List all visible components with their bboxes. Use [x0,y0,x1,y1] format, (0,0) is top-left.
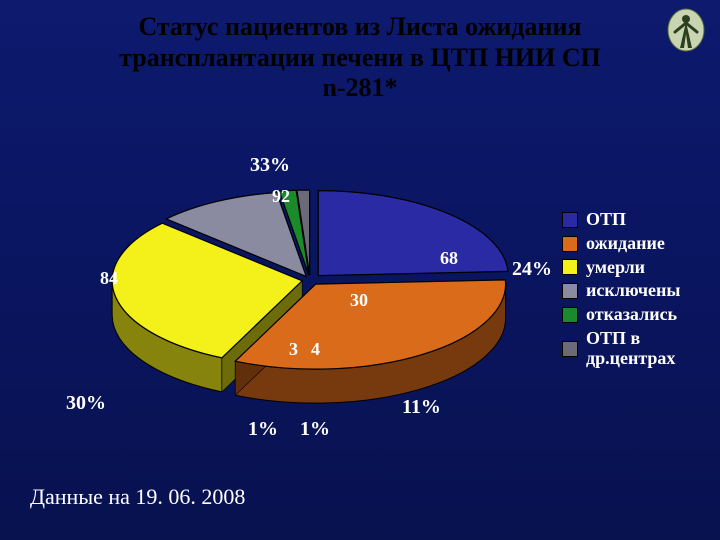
legend-swatch-otp [562,212,578,228]
legend-item-excluded: исключены [562,281,712,301]
legend-swatch-otp_other [562,341,578,357]
legend-label-died: умерли [586,258,645,278]
title-line-2: трансплантации печени в ЦТП НИИ СП [119,43,601,72]
slide: Статус пациентов из Листа ожидания транс… [0,0,720,540]
pie-top [112,190,508,369]
logo-emblem [666,8,706,52]
legend-swatch-died [562,259,578,275]
pie-slice-otp [318,191,508,276]
legend-label-excluded: исключены [586,281,680,301]
legend-swatch-waiting [562,236,578,252]
pie-chart: 6824%9233%8430%3011%41%31% [40,150,540,450]
footnote: Данные на 19. 06. 2008 [30,484,245,510]
title-line-1: Статус пациентов из Листа ожидания [138,12,581,41]
legend-item-refused: отказались [562,305,712,325]
legend-label-waiting: ожидание [586,234,665,254]
legend-swatch-excluded [562,283,578,299]
legend: ОТП ожидание умерли исключены отказались ОТП … [562,210,712,373]
legend-label-otp: ОТП [586,210,626,230]
legend-item-otp_other: ОТП в др.центрах [562,329,712,369]
legend-item-otp: ОТП [562,210,712,230]
title-line-3: n-281* [322,73,397,102]
legend-item-died: умерли [562,258,712,278]
legend-label-otp_other: ОТП в др.центрах [586,329,712,369]
page-title: Статус пациентов из Листа ожидания транс… [80,12,640,104]
legend-swatch-refused [562,307,578,323]
legend-label-refused: отказались [586,305,677,325]
legend-item-waiting: ожидание [562,234,712,254]
